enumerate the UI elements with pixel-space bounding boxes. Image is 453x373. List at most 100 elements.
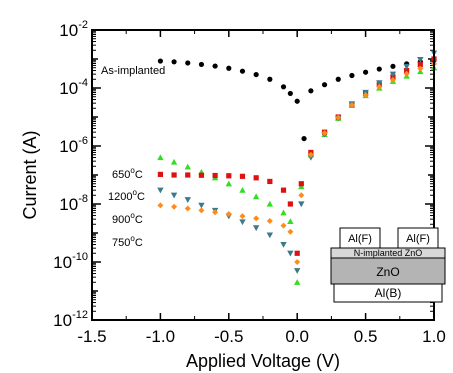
data-point: [335, 76, 341, 82]
y-tick-label: 10-6: [59, 135, 88, 156]
data-point: [239, 173, 246, 179]
label-layer: -1.5 -1.0 -0.5 0.0 0.5 1.0 10-12 10-10 10-8 10-6 1…: [53, 19, 446, 346]
data-point: [294, 259, 301, 265]
data-point: [157, 202, 164, 209]
data-point: [280, 84, 287, 90]
al-b-layer: [333, 283, 443, 303]
data-point: [390, 63, 396, 69]
x-tick-label: -1.0: [146, 327, 175, 346]
data-point: [225, 211, 232, 218]
data-point: [403, 70, 410, 77]
x-tick-label: -0.5: [214, 327, 243, 346]
data-point: [376, 66, 382, 72]
data-point: [362, 91, 369, 98]
data-point: [298, 181, 304, 187]
data-point: [212, 209, 219, 216]
y-axis-title: Current (A): [20, 130, 40, 219]
data-point: [157, 58, 163, 64]
data-point: [403, 63, 410, 70]
data-point: [280, 241, 287, 248]
data-point: [184, 197, 191, 203]
data-point: [280, 222, 287, 229]
data-point: [171, 172, 177, 178]
al-f-right-label: Al(F): [406, 233, 430, 245]
data-point: [376, 80, 383, 87]
data-point: [307, 154, 315, 161]
data-point: [298, 201, 305, 208]
data-point: [301, 135, 307, 142]
temperature-label: 900oC: [112, 211, 143, 226]
n-implanted-zno-label: N-implanted ZnO: [354, 248, 423, 258]
data-point: [287, 201, 293, 207]
data-point: [321, 82, 328, 88]
series-as-implanted: [157, 57, 437, 142]
data-point: [294, 279, 301, 285]
data-point: [308, 88, 314, 94]
data-point: [225, 180, 232, 187]
al-b-label: Al(B): [375, 286, 402, 300]
x-tick-label: 0.0: [285, 327, 309, 346]
al-f-left-label: Al(F): [348, 233, 372, 245]
data-point: [170, 192, 178, 199]
data-point: [239, 68, 246, 74]
data-point: [280, 187, 287, 193]
data-point: [335, 114, 342, 121]
data-point: [376, 83, 383, 90]
data-point: [266, 217, 273, 224]
x-tick-label: -1.5: [77, 327, 106, 346]
data-point: [198, 61, 205, 68]
data-point: [198, 207, 205, 214]
y-tick-label: 10-10: [53, 251, 88, 272]
data-point: [226, 65, 232, 71]
data-point: [157, 187, 164, 194]
x-tick-label: 0.5: [354, 327, 378, 346]
data-point: [253, 175, 259, 181]
data-point: [226, 173, 232, 179]
data-point: [307, 151, 314, 158]
data-point: [185, 60, 191, 66]
data-point: [294, 98, 300, 104]
data-point: [294, 250, 300, 256]
data-point: [363, 69, 369, 75]
data-point: [266, 232, 274, 239]
device-schematic-inset: Al(F) Al(F) N-implanted ZnO ZnO Al(B): [330, 227, 446, 303]
data-point: [280, 209, 287, 216]
x-axis-title: Applied Voltage (V): [186, 351, 340, 371]
data-point: [157, 171, 163, 177]
data-point: [287, 90, 293, 97]
data-point: [298, 192, 305, 199]
temperature-label: 750oC: [112, 234, 143, 249]
data-point: [389, 71, 397, 78]
data-point: [212, 63, 218, 69]
as-implanted-annotation: As-implanted: [101, 65, 165, 77]
data-point: [184, 205, 191, 212]
data-point: [404, 67, 410, 74]
data-point: [252, 193, 260, 200]
legend: 650oC 1200oC 900oC 750oC: [108, 166, 145, 249]
zno-label: ZnO: [376, 265, 399, 279]
data-point: [348, 101, 355, 108]
data-point: [239, 219, 246, 226]
series-900-c: [157, 50, 438, 274]
data-point: [287, 228, 294, 235]
data-point: [417, 57, 424, 63]
data-point: [171, 59, 177, 65]
data-point: [252, 225, 260, 232]
y-tick-label: 10-4: [59, 77, 88, 98]
series-750-c: [157, 60, 437, 265]
zno-layer: [330, 257, 446, 285]
y-tick-label: 10-8: [59, 193, 88, 214]
data-point: [287, 218, 294, 225]
data-point: [212, 172, 218, 179]
data-point: [417, 65, 424, 72]
series-1200-c: [157, 56, 437, 256]
data-point: [171, 203, 178, 210]
data-point: [253, 215, 260, 222]
data-point: [267, 178, 273, 185]
temperature-label: 650oC: [112, 166, 143, 181]
plot-frame: [91, 29, 435, 321]
y-tick-label: 10-2: [59, 19, 88, 40]
data-point: [170, 158, 178, 165]
x-tick-label: 1.0: [422, 327, 446, 346]
data-point: [287, 250, 294, 257]
